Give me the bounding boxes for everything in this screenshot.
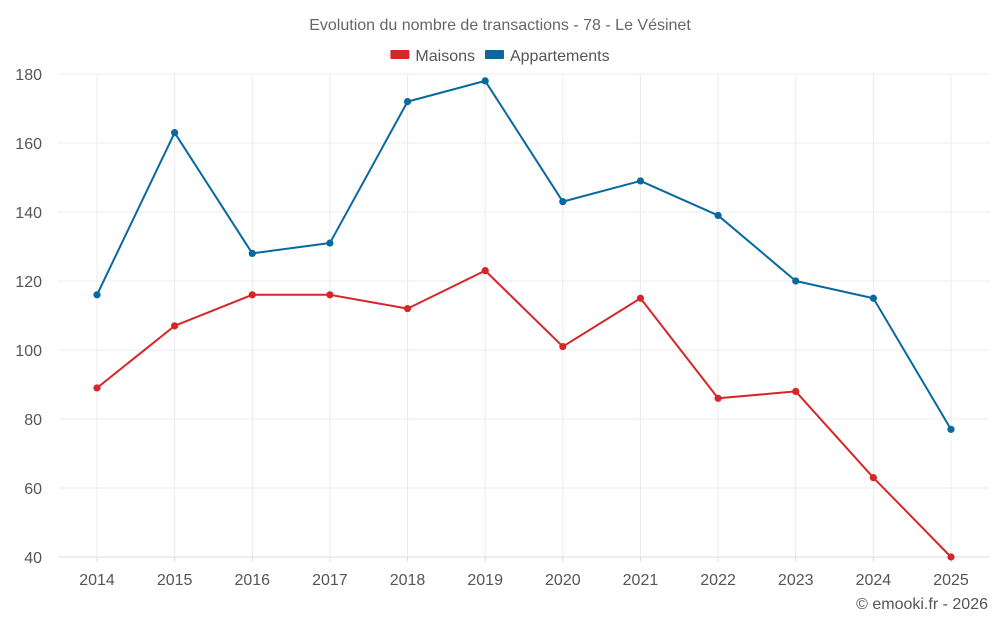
x-tick-label: 2021 xyxy=(623,572,659,589)
series-appartements xyxy=(93,77,955,433)
data-point-maisons xyxy=(403,305,412,313)
legend-swatch xyxy=(484,50,504,59)
y-tick-label: 140 xyxy=(15,205,42,222)
x-axis: 2014 2015 2016 2017 2018 2019 2020 2021 2022 2023… xyxy=(79,557,969,589)
x-tick-label: 2019 xyxy=(467,572,503,589)
x-tick-label: 2020 xyxy=(545,572,581,589)
series-maisons xyxy=(93,267,955,561)
x-tick-label: 2022 xyxy=(700,572,736,589)
x-tick-label: 2024 xyxy=(856,572,892,589)
data-point-appartements xyxy=(559,198,567,206)
y-tick-label: 40 xyxy=(24,550,42,567)
legend-label: Maisons xyxy=(415,48,475,65)
series-line-maisons xyxy=(96,269,952,558)
legend-item-maisons[interactable]: Maisons xyxy=(390,48,475,65)
data-point-appartements xyxy=(326,239,334,247)
series-group xyxy=(93,77,955,561)
x-tick-label: 2025 xyxy=(933,572,969,589)
data-point-maisons xyxy=(171,322,179,330)
data-point-appartements xyxy=(869,294,877,302)
series-line-appartements xyxy=(96,79,952,430)
data-point-maisons xyxy=(481,267,489,275)
x-tick-label: 2014 xyxy=(79,572,115,589)
data-point-appartements xyxy=(636,177,645,185)
data-point-appartements xyxy=(403,98,412,106)
data-point-maisons xyxy=(326,291,334,299)
data-point-maisons xyxy=(559,342,567,351)
x-tick-label: 2016 xyxy=(234,572,270,589)
data-point-maisons xyxy=(248,291,256,299)
x-tick-label: 2017 xyxy=(312,572,348,589)
data-point-maisons xyxy=(93,384,101,392)
y-tick-label: 60 xyxy=(24,481,42,498)
legend-label: Appartements xyxy=(510,48,610,65)
data-point-appartements xyxy=(171,129,179,137)
data-point-appartements xyxy=(93,291,101,299)
legend: Maisons Appartements xyxy=(390,48,610,65)
data-point-appartements xyxy=(481,77,489,85)
data-point-appartements xyxy=(714,211,722,220)
y-axis: 40 60 80 100 120 140 160 180 xyxy=(15,67,42,567)
y-tick-label: 180 xyxy=(15,67,42,84)
data-point-appartements xyxy=(792,277,800,285)
data-point-maisons xyxy=(792,387,800,395)
y-tick-label: 80 xyxy=(24,412,42,429)
y-tick-label: 160 xyxy=(15,136,42,153)
data-point-maisons xyxy=(636,294,645,302)
grid xyxy=(58,73,990,558)
data-point-maisons xyxy=(714,394,722,402)
data-point-appartements xyxy=(947,425,955,433)
x-tick-label: 2018 xyxy=(390,572,426,589)
legend-item-appartements[interactable]: Appartements xyxy=(484,48,610,65)
x-tick-label: 2023 xyxy=(778,572,814,589)
y-tick-label: 100 xyxy=(15,343,42,360)
chart-title: Evolution du nombre de transactions - 78… xyxy=(309,17,691,34)
y-tick-label: 120 xyxy=(15,274,42,291)
legend-swatch xyxy=(390,50,410,59)
data-point-maisons xyxy=(947,553,955,561)
data-point-appartements xyxy=(248,249,256,257)
data-point-maisons xyxy=(869,474,877,482)
copyright-text: © emooki.fr - 2026 xyxy=(856,596,988,613)
x-tick-label: 2015 xyxy=(157,572,193,589)
